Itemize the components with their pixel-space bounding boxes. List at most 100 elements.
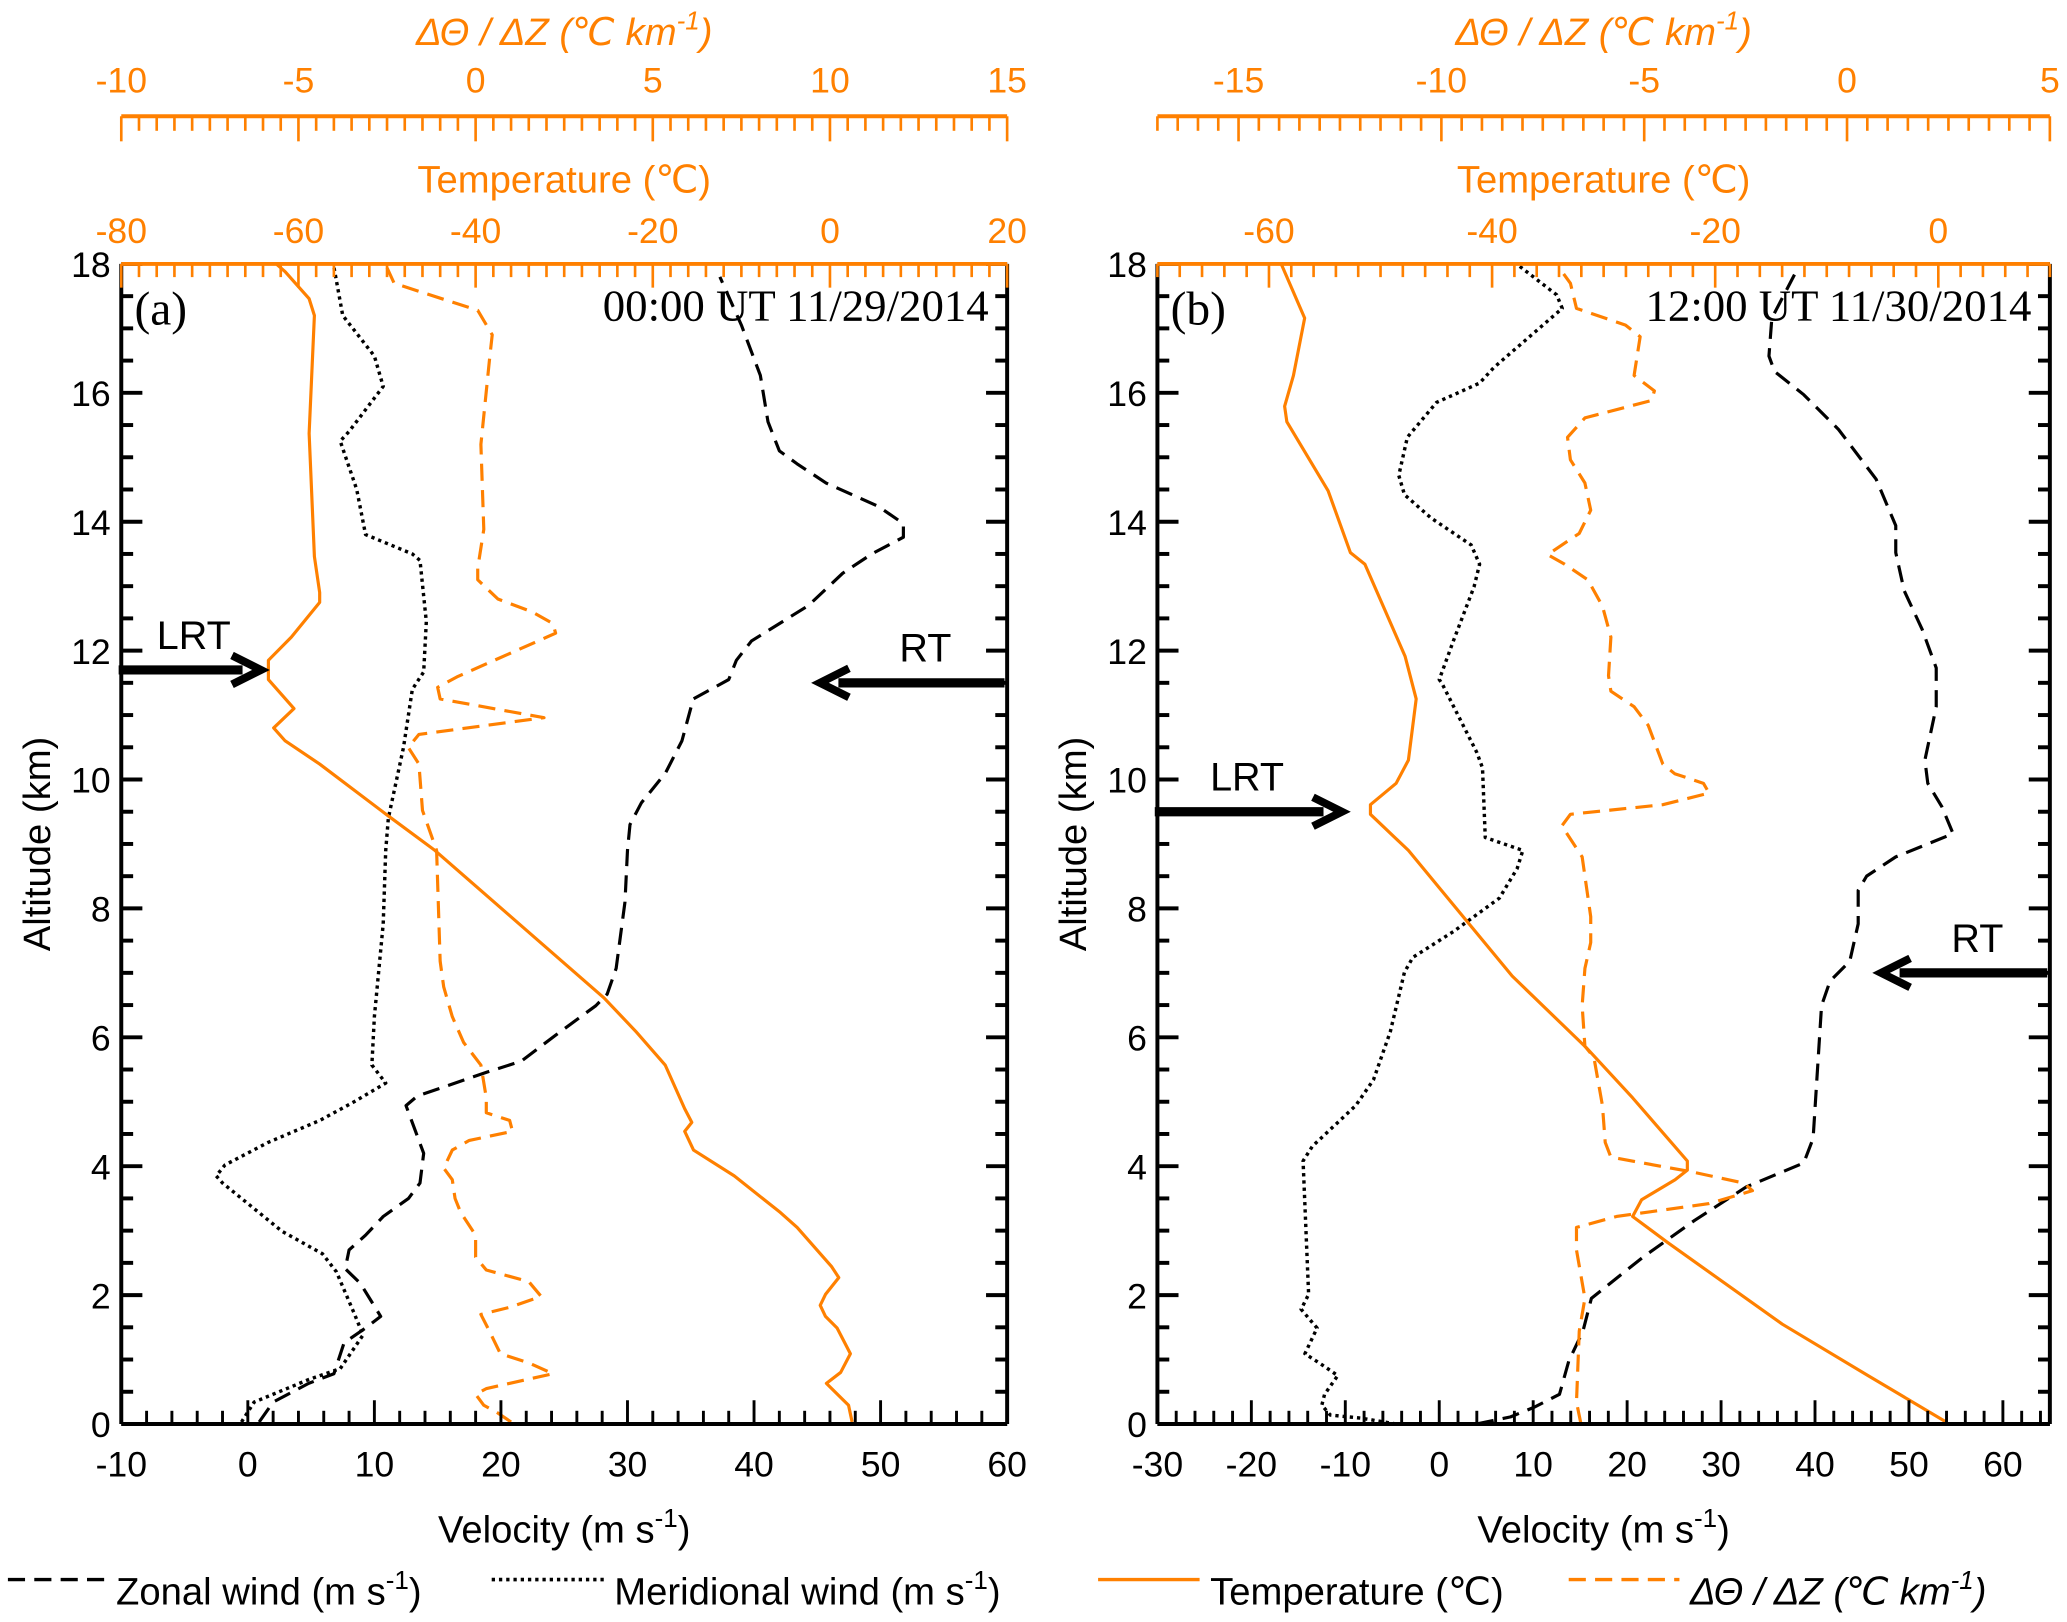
dtheta-tick-label: -10 bbox=[96, 61, 147, 101]
dtheta-tick-label: 10 bbox=[810, 61, 850, 101]
x-tick-label: 0 bbox=[1429, 1445, 1449, 1485]
y-tick-label: 0 bbox=[1127, 1405, 1147, 1445]
x-tick-label: 60 bbox=[1983, 1445, 2023, 1485]
temperature-tick-label: -20 bbox=[1689, 211, 1740, 251]
panel-label: (a) bbox=[134, 284, 187, 336]
series-line-dtheta-dashed bbox=[385, 267, 558, 1424]
temperature-axis-title: Temperature (℃) bbox=[1457, 159, 1751, 202]
y-tick-label: 2 bbox=[91, 1276, 111, 1316]
series-line-velocity-dotted bbox=[214, 266, 429, 1423]
y-tick-label: 16 bbox=[1107, 374, 1147, 414]
x-tick-label: -30 bbox=[1132, 1445, 1183, 1485]
y-tick-label: 8 bbox=[91, 890, 111, 930]
dtheta-tick-label: 15 bbox=[987, 61, 1027, 101]
x-tick-label: 20 bbox=[481, 1445, 521, 1485]
series-line-dtheta-dashed bbox=[1546, 266, 1755, 1425]
temperature-tick-label: 0 bbox=[820, 211, 840, 251]
y-tick-label: 6 bbox=[91, 1018, 111, 1058]
x-tick-label: 10 bbox=[1513, 1445, 1553, 1485]
arrow-rt: RT bbox=[1872, 917, 2048, 991]
dtheta-tick-label: 5 bbox=[2040, 61, 2060, 101]
legend: Zonal wind (m s-1) Meridional wind (m s-1… bbox=[7, 1565, 1987, 1614]
x-tick-label: 0 bbox=[238, 1445, 258, 1485]
series-line-velocity-dotted bbox=[1299, 264, 1564, 1426]
dtheta-tick-label: 0 bbox=[466, 61, 486, 101]
y-tick-label: 8 bbox=[1127, 890, 1147, 930]
y-tick-label: 14 bbox=[1107, 503, 1147, 543]
y-tick-label: 10 bbox=[71, 761, 111, 801]
legend-label: Meridional wind (m s-1) bbox=[614, 1565, 1000, 1614]
arrow-head-icon bbox=[1311, 793, 1351, 830]
x-tick-label: 40 bbox=[734, 1445, 774, 1485]
dtheta-tick-label: -15 bbox=[1213, 61, 1264, 101]
legend-label: ΔΘ / ΔZ (℃ km-1) bbox=[1689, 1565, 1987, 1614]
annotation-rt: RT bbox=[899, 627, 951, 671]
y-tick-label: 16 bbox=[71, 374, 111, 414]
arrow-lrt: LRT bbox=[118, 614, 270, 688]
dtheta-axis-title: ΔΘ / ΔZ (℃ km-1) bbox=[415, 5, 712, 54]
arrow-head-icon bbox=[230, 651, 270, 688]
temperature-tick-label: -20 bbox=[627, 211, 678, 251]
y-tick-label: 12 bbox=[71, 632, 111, 672]
y-tick-label: 10 bbox=[1107, 761, 1147, 801]
panel-label: (b) bbox=[1171, 284, 1226, 336]
dtheta-tick-label: -5 bbox=[283, 61, 315, 101]
annotation-rt: RT bbox=[1951, 917, 2003, 961]
legend-item: Temperature (℃) bbox=[1098, 1571, 1504, 1614]
dtheta-tick-label: 0 bbox=[1837, 61, 1857, 101]
y-tick-label: 12 bbox=[1107, 632, 1147, 672]
temperature-tick-label: -40 bbox=[450, 211, 501, 251]
arrow-lrt: LRT bbox=[1154, 756, 1351, 830]
y-tick-label: 4 bbox=[91, 1147, 111, 1187]
x-axis-title: Velocity (m s-1) bbox=[1477, 1503, 1729, 1552]
x-tick-label: -10 bbox=[1320, 1445, 1371, 1485]
x-axis-title: Velocity (m s-1) bbox=[438, 1503, 690, 1552]
arrow-head-icon bbox=[1872, 954, 1912, 991]
x-tick-label: 20 bbox=[1607, 1445, 1647, 1485]
x-tick-label: 50 bbox=[1889, 1445, 1929, 1485]
series-line-temperature-solid bbox=[1279, 263, 1947, 1424]
x-tick-label: -10 bbox=[96, 1445, 147, 1485]
temperature-axis-title: Temperature (℃) bbox=[417, 159, 711, 202]
legend-label: Temperature (℃) bbox=[1210, 1571, 1504, 1614]
dtheta-tick-label: -5 bbox=[1628, 61, 1660, 101]
temperature-tick-label: -40 bbox=[1466, 211, 1517, 251]
temperature-tick-label: -60 bbox=[1243, 211, 1294, 251]
x-tick-label: 40 bbox=[1795, 1445, 1835, 1485]
y-tick-label: 18 bbox=[71, 245, 111, 285]
panel-title: 00:00 UT 11/29/2014 bbox=[603, 281, 989, 331]
annotation-lrt: LRT bbox=[1210, 756, 1284, 800]
series-line-velocity-dashed bbox=[1476, 267, 1955, 1426]
y-tick-label: 4 bbox=[1127, 1147, 1147, 1187]
temperature-tick-label: -80 bbox=[96, 211, 147, 251]
arrow-head-icon bbox=[811, 664, 851, 701]
legend-label: Zonal wind (m s-1) bbox=[116, 1565, 422, 1614]
temperature-tick-label: -60 bbox=[273, 211, 324, 251]
arrow-rt: RT bbox=[811, 627, 1005, 701]
temperature-tick-label: 20 bbox=[987, 211, 1027, 251]
y-tick-label: 6 bbox=[1127, 1018, 1147, 1058]
x-tick-label: 60 bbox=[987, 1445, 1027, 1485]
x-tick-label: -20 bbox=[1226, 1445, 1277, 1485]
dtheta-tick-label: -10 bbox=[1416, 61, 1467, 101]
x-tick-label: 30 bbox=[608, 1445, 648, 1485]
x-tick-label: 50 bbox=[861, 1445, 901, 1485]
y-tick-label: 2 bbox=[1127, 1276, 1147, 1316]
series-line-temperature-solid bbox=[266, 262, 854, 1423]
legend-item: Zonal wind (m s-1) bbox=[7, 1565, 422, 1614]
dtheta-tick-label: 5 bbox=[643, 61, 663, 101]
y-tick-label: 18 bbox=[1107, 245, 1147, 285]
legend-item: ΔΘ / ΔZ (℃ km-1) bbox=[1568, 1565, 1987, 1614]
series-line-velocity-dashed bbox=[257, 276, 905, 1423]
y-tick-label: 14 bbox=[71, 503, 111, 543]
legend-item: Meridional wind (m s-1) bbox=[491, 1565, 1001, 1614]
y-tick-label: 0 bbox=[91, 1405, 111, 1445]
dtheta-axis-title: ΔΘ / ΔZ (℃ km-1) bbox=[1454, 5, 1752, 54]
x-tick-label: 30 bbox=[1701, 1445, 1741, 1485]
annotation-lrt: LRT bbox=[157, 614, 231, 658]
y-axis-title: Altitude (km) bbox=[16, 737, 59, 952]
panel-title: 12:00 UT 11/30/2014 bbox=[1646, 281, 2032, 331]
temperature-tick-label: 0 bbox=[1928, 211, 1948, 251]
